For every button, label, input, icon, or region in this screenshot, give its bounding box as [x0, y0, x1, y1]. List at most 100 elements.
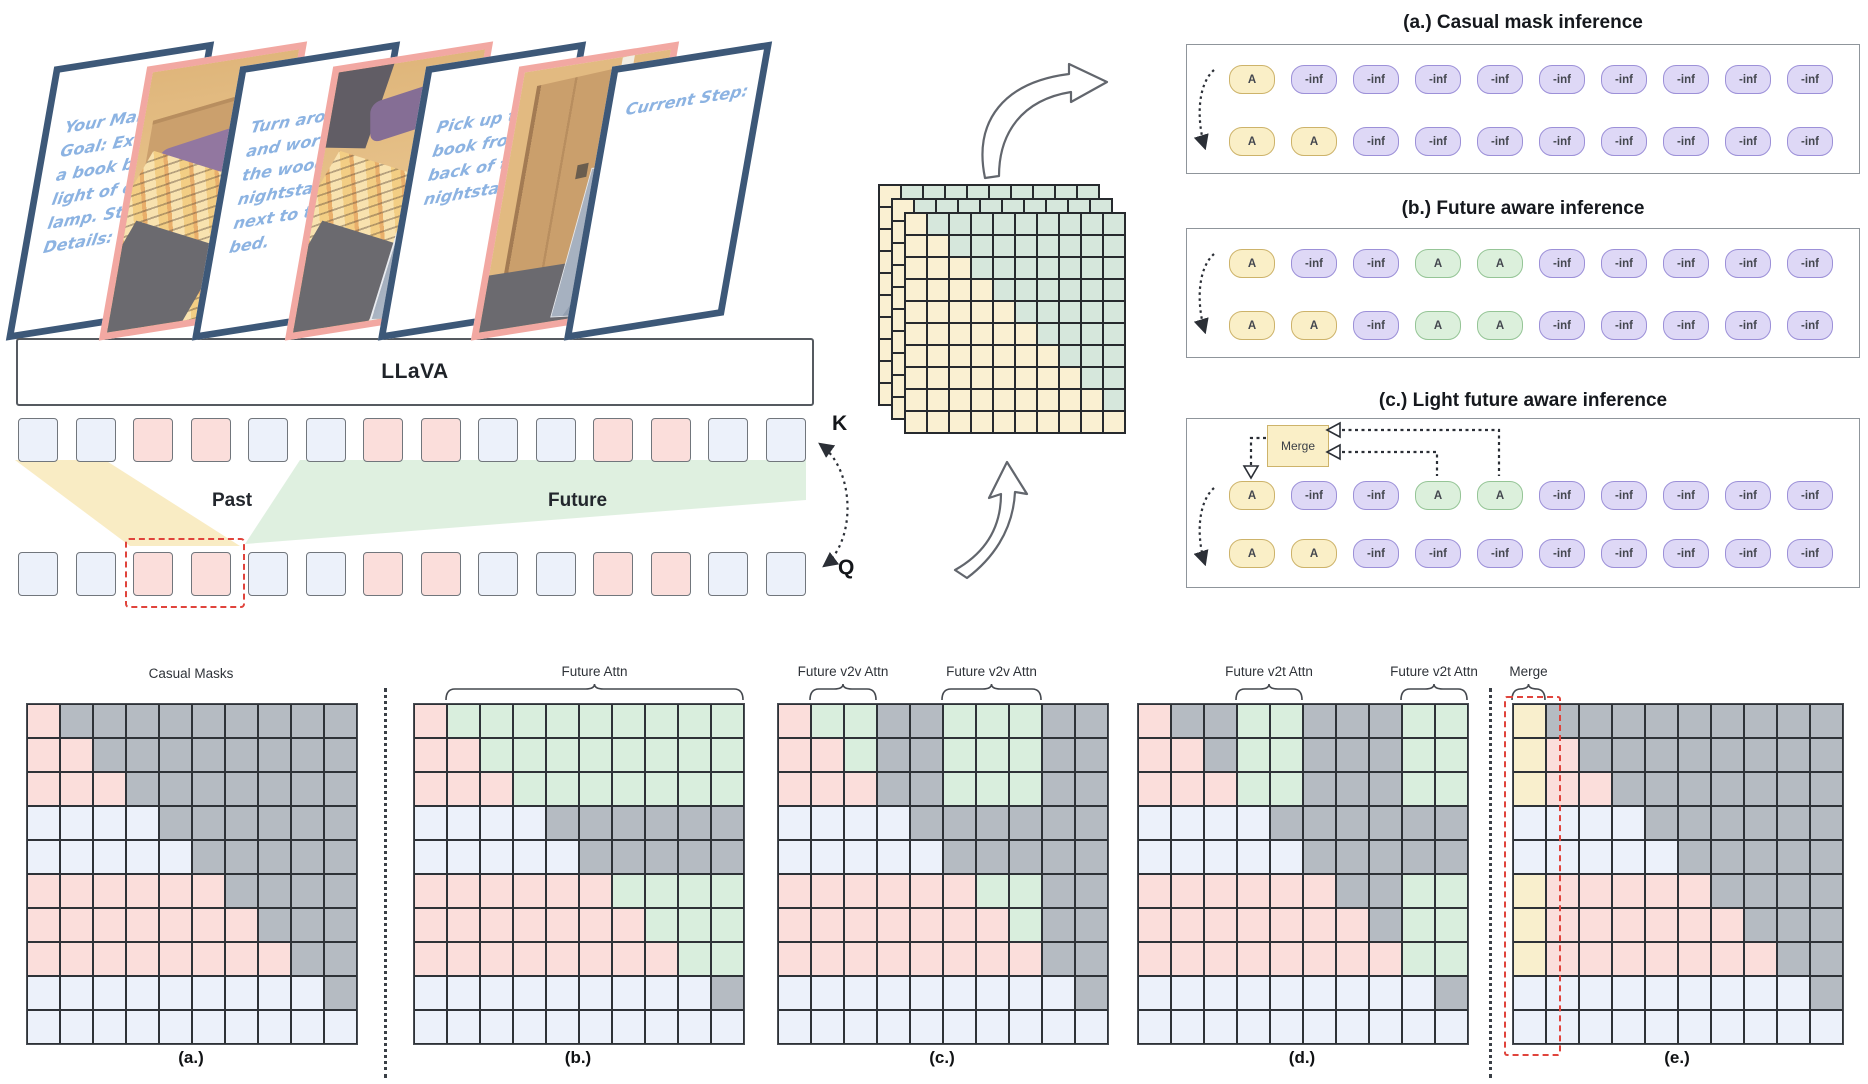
mask-cell [291, 942, 324, 976]
attn-value-token: A [1415, 249, 1461, 278]
mask-cell [225, 704, 258, 738]
neg-inf-token: -inf [1415, 127, 1461, 156]
mask-cell [447, 976, 480, 1010]
mask-cell [1402, 976, 1435, 1010]
mask-cell [480, 976, 513, 1010]
neg-inf-token: -inf [1663, 249, 1709, 278]
stack-cell [1081, 367, 1103, 389]
mask-cell [943, 840, 976, 874]
mask-cell [126, 840, 159, 874]
mask-cell [943, 1010, 976, 1044]
mask-cell [1237, 908, 1270, 942]
panel-c-box: Merge A -inf -inf A A -inf -inf -inf -inf -inf A A -… [1186, 418, 1860, 588]
stack-cell [971, 257, 993, 279]
mask-cell [1042, 772, 1075, 806]
mask-cell [645, 738, 678, 772]
panel-b-box: A -inf -inf A A -inf -inf -inf -inf -inf A A -inf A A -… [1186, 228, 1860, 358]
mask-cell [844, 806, 877, 840]
attn-value-token: A [1291, 311, 1337, 340]
mask-cell [1009, 840, 1042, 874]
neg-inf-token: -inf [1539, 65, 1585, 94]
neg-inf-token: -inf [1291, 481, 1337, 510]
merge-label: Merge [1280, 439, 1315, 453]
mask-cell [877, 840, 910, 874]
merge-column-highlight-box [1504, 696, 1561, 1056]
sequence-token [133, 418, 173, 462]
mask-cell [678, 738, 711, 772]
mask-cell [877, 772, 910, 806]
neg-inf-token: -inf [1725, 127, 1771, 156]
panel-a-row-arrow [1193, 69, 1215, 151]
stack-cell [927, 235, 949, 257]
mask-cell [645, 874, 678, 908]
mask-cell [414, 976, 447, 1010]
mask-cell [1435, 840, 1468, 874]
mask-cell [1270, 942, 1303, 976]
mask-cell [1513, 874, 1546, 908]
mask-cell [1777, 840, 1810, 874]
mask-cell [1612, 840, 1645, 874]
attn-value-token: A [1415, 311, 1461, 340]
mask-cell [1270, 840, 1303, 874]
mask-cell [778, 840, 811, 874]
mask-cell [60, 738, 93, 772]
mask-cell [27, 908, 60, 942]
column-brace [1400, 683, 1468, 701]
mask-cell [93, 976, 126, 1010]
mask-cell [126, 908, 159, 942]
mask-cell [1810, 1010, 1843, 1044]
stack-cell [905, 257, 927, 279]
stack-cell [993, 257, 1015, 279]
mask-cell [1369, 942, 1402, 976]
attn-value-token: A [1477, 311, 1523, 340]
sequence-token [18, 552, 58, 596]
stack-cell [993, 213, 1015, 235]
mask-cell [27, 772, 60, 806]
neg-inf-token: -inf [1725, 311, 1771, 340]
stack-cell [949, 257, 971, 279]
mask-cell [711, 806, 744, 840]
mask-cell [1009, 704, 1042, 738]
mask-cell [1645, 704, 1678, 738]
mask-cell [1612, 806, 1645, 840]
mask-cell [1042, 840, 1075, 874]
brace-label: Future v2t Attn [1225, 664, 1313, 679]
grid-d-caption: (d.) [1288, 1048, 1316, 1067]
sequence-token [363, 552, 403, 596]
mask-cell [192, 908, 225, 942]
mask-cell [1678, 840, 1711, 874]
k-label: K [832, 412, 848, 435]
mask-cell [1678, 874, 1711, 908]
neg-inf-token: -inf [1539, 249, 1585, 278]
past-band-shape [15, 460, 240, 546]
mask-cell [1171, 942, 1204, 976]
mask-cell [93, 1010, 126, 1044]
mask-cell [943, 942, 976, 976]
stack-cell [1081, 389, 1103, 411]
mask-cell [1138, 874, 1171, 908]
mask-cell [910, 772, 943, 806]
stack-cell [993, 411, 1015, 433]
mask-cell [1513, 806, 1546, 840]
mask-cell [27, 840, 60, 874]
mask-cell [1171, 840, 1204, 874]
mask-cell [1744, 806, 1777, 840]
neg-inf-token: -inf [1787, 311, 1833, 340]
mask-cell [1303, 976, 1336, 1010]
mask-cell [844, 976, 877, 1010]
mask-cell [225, 772, 258, 806]
mask-cell [1645, 738, 1678, 772]
mask-cell [844, 840, 877, 874]
stack-cell [949, 345, 971, 367]
mask-cell [1612, 704, 1645, 738]
mask-cell [1435, 1010, 1468, 1044]
mask-cell [579, 874, 612, 908]
mask-cell [546, 1010, 579, 1044]
mask-cell [1171, 704, 1204, 738]
mask-cell [324, 738, 357, 772]
mask-cell [1075, 704, 1108, 738]
stack-cell [971, 345, 993, 367]
mask-cell [711, 772, 744, 806]
mask-cell [1369, 840, 1402, 874]
sequence-token [420, 552, 461, 596]
